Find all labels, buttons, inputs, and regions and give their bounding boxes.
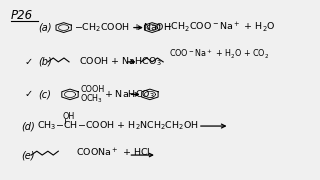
Text: OH: OH [62, 112, 74, 121]
Text: ✓: ✓ [24, 57, 32, 67]
Text: (e): (e) [21, 150, 35, 160]
Text: CH$_3$$-$CH$-$COOH + H$_2$NCH$_2$CH$_2$OH: CH$_3$$-$CH$-$COOH + H$_2$NCH$_2$CH$_2$O… [37, 120, 199, 132]
Text: + NaHCO$_3$: + NaHCO$_3$ [104, 88, 155, 101]
Text: $-$CH$_2$COOH + NaOH: $-$CH$_2$COOH + NaOH [74, 21, 172, 34]
Text: ✓: ✓ [24, 89, 32, 99]
Text: COONa$^+$ + HCl: COONa$^+$ + HCl [76, 146, 151, 159]
Text: OCH$_3$: OCH$_3$ [80, 93, 104, 105]
Text: P26: P26 [11, 9, 33, 22]
Text: COOH: COOH [80, 85, 105, 94]
Text: (b): (b) [38, 57, 52, 67]
Text: (c): (c) [38, 89, 51, 99]
Text: (a): (a) [38, 22, 52, 33]
Text: $-$CH$_2$COO$^-$Na$^+$ + H$_2$O: $-$CH$_2$COO$^-$Na$^+$ + H$_2$O [163, 21, 275, 34]
Text: COOH + NaHCO$_3$: COOH + NaHCO$_3$ [79, 56, 162, 68]
Text: (d): (d) [21, 121, 35, 131]
Text: COO$^-$Na$^+$ + H$_2$O + CO$_2$: COO$^-$Na$^+$ + H$_2$O + CO$_2$ [170, 48, 270, 61]
